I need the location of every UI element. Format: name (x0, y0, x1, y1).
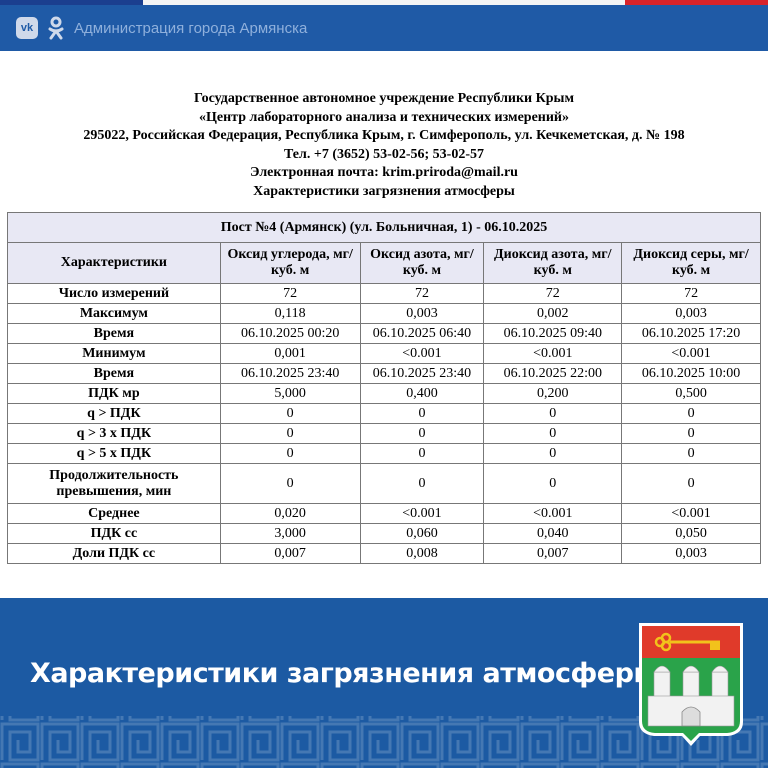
org-center: «Центр лабораторного анализа и техническ… (199, 109, 569, 125)
cell-value: 3,000 (219, 523, 361, 544)
cell-value: 0,002 (483, 303, 623, 324)
row-label: Минимум (7, 343, 221, 364)
cell-value: 0 (359, 403, 485, 424)
cell-value: 0,500 (621, 383, 761, 404)
cell-value: 0 (621, 463, 761, 504)
org-phone: Тел. +7 (3652) 53-02-56; 53-02-57 (284, 146, 484, 162)
org-name: Государственное автономное учреждение Ре… (193, 91, 575, 106)
row-label: Среднее (7, 503, 221, 524)
row-label: q > 3 x ПДК (7, 423, 221, 444)
cell-value: 0,007 (483, 543, 623, 564)
row-label: ПДК мр (7, 383, 221, 404)
table-row: ПДК мр 5,000 0,400 0,200 0,500 (7, 383, 761, 404)
cell-value: 0,001 (219, 343, 361, 364)
cell-value: 06.10.2025 17:20 (621, 323, 761, 344)
cell-value: 0,040 (483, 523, 623, 544)
cell-value: 0 (219, 423, 361, 444)
cell-value: <0.001 (359, 343, 485, 364)
cell-value: 0 (219, 443, 361, 464)
row-label: Доли ПДК сс (7, 543, 221, 564)
table-row: Среднее 0,020 <0.001 <0.001 <0.001 (7, 503, 761, 524)
organization-info: Государственное автономное учреждение Ре… (0, 90, 768, 201)
cell-value: 0,060 (359, 523, 485, 544)
table-row: q > 5 x ПДК 0 0 0 0 (7, 443, 761, 464)
column-header: Оксид азота, мг/куб. м (359, 242, 485, 284)
cell-value: <0.001 (621, 503, 761, 524)
cell-value: 06.10.2025 00:20 (219, 323, 361, 344)
cell-value: 0 (483, 463, 623, 504)
table-row: Время 06.10.2025 00:20 06.10.2025 06:40 06.… (7, 323, 761, 344)
cell-value: <0.001 (359, 503, 485, 524)
cell-value: 06.10.2025 10:00 (621, 363, 761, 384)
row-label: q > 5 x ПДК (7, 443, 221, 464)
row-label: Время (7, 363, 221, 384)
cell-value: 0,003 (359, 303, 485, 324)
table-title: Пост №4 (Армянск) (ул. Больничная, 1) - … (7, 212, 761, 243)
cell-value: 0,007 (219, 543, 361, 564)
cell-value: 0,050 (621, 523, 761, 544)
cell-value: 0,200 (483, 383, 623, 404)
table-row: q > ПДК 0 0 0 0 (7, 403, 761, 424)
odnoklassniki-icon[interactable] (48, 16, 64, 40)
row-label: q > ПДК (7, 403, 221, 424)
table-row: q > 3 x ПДК 0 0 0 0 (7, 423, 761, 444)
cell-value: 0 (483, 443, 623, 464)
cell-value: 0,008 (359, 543, 485, 564)
site-header: vk Администрация города Армянска (0, 5, 768, 51)
cell-value: 0,118 (219, 303, 361, 324)
cell-value: 0 (359, 423, 485, 444)
coat-of-arms-icon (639, 623, 743, 746)
column-header: Характеристики (7, 242, 221, 284)
doc-title: Характеристики загрязнения атмосферы (253, 183, 515, 199)
table-row: Доли ПДК сс 0,007 0,008 0,007 0,003 (7, 543, 761, 564)
column-header: Диоксид серы, мг/куб. м (621, 242, 761, 284)
row-label: ПДК сс (7, 523, 221, 544)
cell-value: 0 (621, 443, 761, 464)
row-label: Максимум (7, 303, 221, 324)
cell-value: 0 (219, 463, 361, 504)
vk-icon[interactable]: vk (16, 17, 38, 39)
table-row: Максимум 0,118 0,003 0,002 0,003 (7, 303, 761, 324)
pollution-table: Пост №4 (Армянск) (ул. Больничная, 1) - … (7, 212, 761, 564)
flag-stripe (0, 0, 768, 5)
table-row: Число измерений 72 72 72 72 (7, 283, 761, 304)
cell-value: 0 (359, 463, 485, 504)
cell-value: 0 (483, 423, 623, 444)
column-header: Диоксид азота, мг/куб. м (483, 242, 623, 284)
cell-value: <0.001 (483, 503, 623, 524)
column-header: Оксид углерода, мг/куб. м (219, 242, 361, 284)
cell-value: 72 (359, 283, 485, 304)
site-title: Администрация города Армянска (74, 19, 308, 37)
cell-value: 5,000 (219, 383, 361, 404)
cell-value: 0 (219, 403, 361, 424)
row-label: Время (7, 323, 221, 344)
cell-value: 72 (483, 283, 623, 304)
cell-value: 0 (621, 403, 761, 424)
cell-value: 72 (621, 283, 761, 304)
cell-value: 0,400 (359, 383, 485, 404)
table-row: ПДК сс 3,000 0,060 0,040 0,050 (7, 523, 761, 544)
cell-value: 0,003 (621, 543, 761, 564)
cell-value: 72 (219, 283, 361, 304)
cell-value: 0,020 (219, 503, 361, 524)
cell-value: 06.10.2025 09:40 (483, 323, 623, 344)
cell-value: <0.001 (483, 343, 623, 364)
cell-value: 06.10.2025 22:00 (483, 363, 623, 384)
cell-value: 0,003 (621, 303, 761, 324)
org-address: 295022, Российская Федерация, Республика… (83, 128, 685, 143)
cell-value: 06.10.2025 23:40 (359, 363, 485, 384)
cell-value: 0 (621, 423, 761, 444)
row-label: Продолжительность превышения, мин (7, 463, 221, 504)
banner-title: Характеристики загрязнения атмосферы (30, 658, 658, 689)
cell-value: 0 (359, 443, 485, 464)
table-row: Минимум 0,001 <0.001 <0.001 <0.001 (7, 343, 761, 364)
table-row: Время 06.10.2025 23:40 06.10.2025 23:40 06.… (7, 363, 761, 384)
cell-value: <0.001 (621, 343, 761, 364)
cell-value: 06.10.2025 23:40 (219, 363, 361, 384)
row-label: Число измерений (7, 283, 221, 304)
table-row: Продолжительность превышения, мин 0 0 0 0 (7, 463, 761, 504)
cell-value: 06.10.2025 06:40 (359, 323, 485, 344)
org-email: Электронная почта: krim.priroda@mail.ru (250, 165, 518, 180)
cell-value: 0 (483, 403, 623, 424)
